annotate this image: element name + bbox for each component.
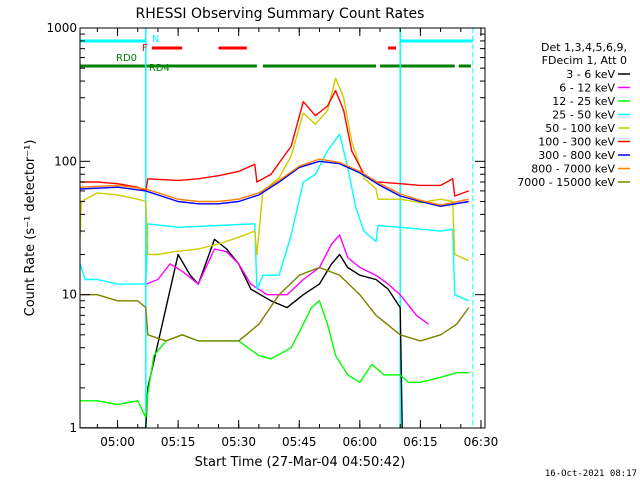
series-line-6 bbox=[80, 89, 470, 197]
x-tick-label: 06:00 bbox=[343, 435, 378, 449]
legend-header-line: Det 1,3,4,5,6,9, bbox=[541, 41, 627, 54]
x-tick-label: 05:00 bbox=[100, 435, 135, 449]
series-line-1 bbox=[80, 238, 403, 428]
series-line-8 bbox=[80, 158, 469, 206]
legend-entry-7: 300 - 800 keV bbox=[538, 149, 615, 162]
night-flag-label: N bbox=[152, 34, 159, 45]
y-tick-label: 10 bbox=[62, 288, 77, 302]
rd0-flag-label: RD0 bbox=[116, 53, 137, 64]
plot-area: NF RD0 RD4 bbox=[80, 28, 474, 428]
x-tick-label: 06:15 bbox=[403, 435, 438, 449]
plot-frame bbox=[79, 27, 486, 429]
series-line-5 bbox=[80, 77, 470, 262]
series-line-4 bbox=[80, 133, 470, 302]
rd4-flag-label: RD4 bbox=[149, 63, 170, 74]
flare-flag-label: F bbox=[142, 43, 148, 54]
legend-entry-4: 25 - 50 keV bbox=[552, 109, 615, 122]
x-tick-label: 06:30 bbox=[464, 435, 499, 449]
y-tick-label: 1 bbox=[69, 421, 77, 435]
x-tick-label: 05:30 bbox=[221, 435, 256, 449]
x-tick-label: 05:45 bbox=[282, 435, 317, 449]
x-axis-label: Start Time (27-Mar-04 04:50:42) bbox=[195, 455, 406, 470]
y-tick-label: 1000 bbox=[46, 21, 77, 35]
chart-title: RHESSI Observing Summary Count Rates bbox=[136, 6, 425, 22]
x-tick-label: 05:15 bbox=[161, 435, 196, 449]
legend-entry-1: 3 - 6 keV bbox=[566, 68, 615, 81]
legend-entry-9: 7000 - 15000 keV bbox=[517, 176, 615, 189]
legend-entry-6: 100 - 300 keV bbox=[538, 136, 615, 149]
legend-entry-8: 800 - 7000 keV bbox=[531, 163, 615, 176]
series-line-2 bbox=[145, 234, 429, 325]
legend-entry-2: 6 - 12 keV bbox=[559, 82, 615, 95]
legend-entry-5: 50 - 100 keV bbox=[545, 122, 615, 135]
footer-date: 16-Oct-2021 08:17 bbox=[545, 469, 637, 479]
series-line-3 bbox=[80, 300, 469, 419]
y-axis-label: Count Rate (s⁻¹ detector⁻¹) bbox=[23, 140, 38, 317]
series-line-7 bbox=[80, 160, 469, 207]
y-tick-label: 100 bbox=[54, 154, 77, 168]
legend-header-line: FDecim 1, Att 0 bbox=[542, 54, 627, 67]
series-line-9 bbox=[80, 266, 470, 342]
legend-entry-3: 12 - 25 keV bbox=[552, 95, 615, 108]
